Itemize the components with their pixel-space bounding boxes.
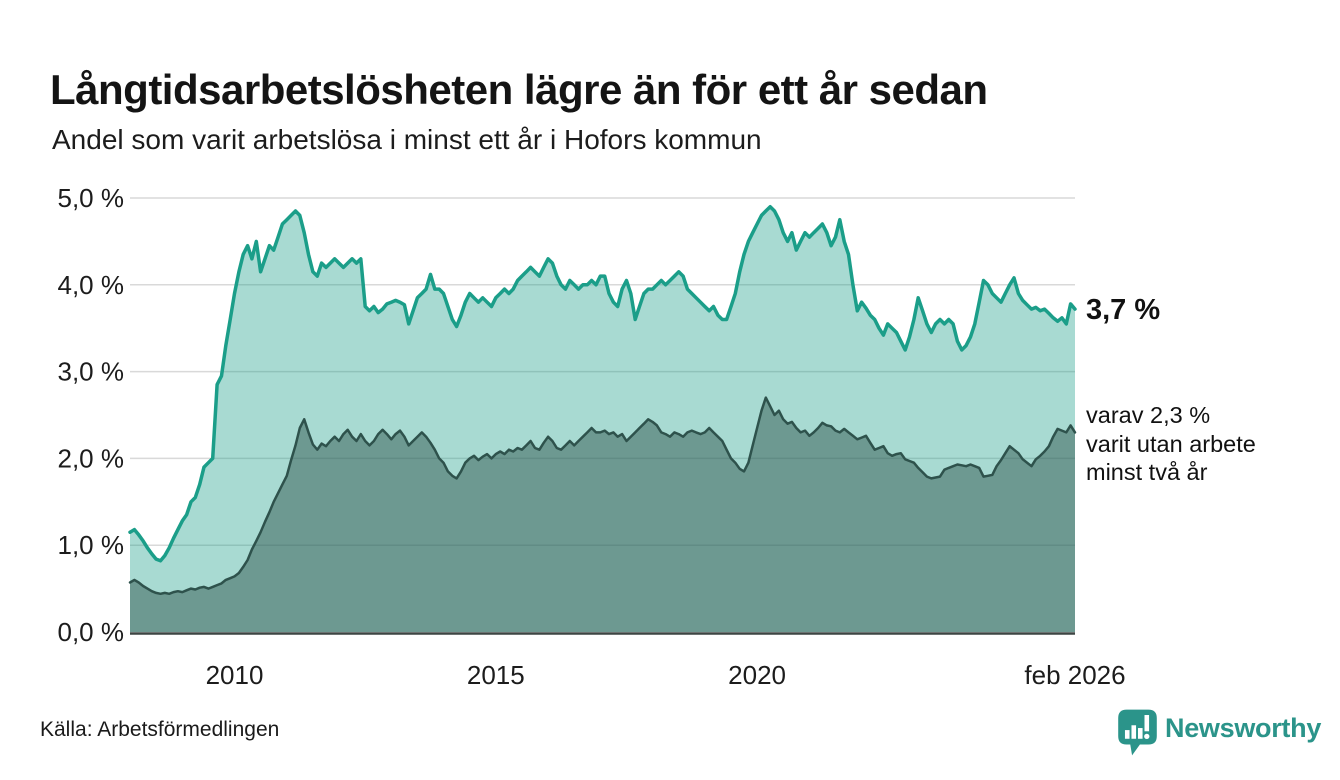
brand-wordmark: Newsworthy [1165, 713, 1322, 743]
y-tick-label: 5,0 % [58, 183, 125, 213]
x-axis-tick-labels: 2010 2015 2020 feb 2026 [206, 660, 1126, 690]
series-line-1 [128, 204, 1077, 563]
two-year-annotation-line1: varav 2,3 % [1086, 402, 1211, 428]
two-year-annotation: varav 2,3 % varit utan arbete minst två … [1086, 401, 1256, 487]
x-tick-label: 2020 [728, 660, 786, 690]
x-tick-label: 2010 [206, 660, 264, 690]
bar-chart-pin-icon [1118, 709, 1157, 756]
source-credit: Källa: Arbetsförmedlingen [40, 718, 280, 741]
latest-value-annotation: 3,7 % [1086, 294, 1161, 326]
y-tick-label: 0,0 % [58, 617, 125, 647]
x-tick-label: 2015 [467, 660, 525, 690]
y-tick-label: 2,0 % [58, 443, 125, 473]
gridlines [130, 197, 1075, 546]
y-tick-label: 3,0 % [58, 357, 125, 387]
series-line-2 [128, 396, 1077, 596]
chart-lines [128, 204, 1077, 596]
two-year-annotation-line3: minst två år [1086, 459, 1208, 485]
series-area-2 [130, 397, 1075, 632]
y-tick-label: 1,0 % [58, 530, 125, 560]
chart-subtitle: Andel som varit arbetslösa i minst ett å… [52, 124, 762, 155]
y-tick-label: 4,0 % [58, 270, 125, 300]
y-axis-tick-labels: 5,0 % 4,0 % 3,0 % 2,0 % 1,0 % 0,0 % [58, 183, 125, 647]
two-year-annotation-line2: varit utan arbete [1086, 430, 1256, 457]
x-tick-label: feb 2026 [1024, 660, 1125, 690]
chart-areas [130, 206, 1075, 632]
page-title: Långtidsarbetslösheten lägre än för ett … [50, 66, 988, 114]
series-area-1 [130, 206, 1075, 632]
newsworthy-logo: Newsworthy [1117, 708, 1321, 757]
